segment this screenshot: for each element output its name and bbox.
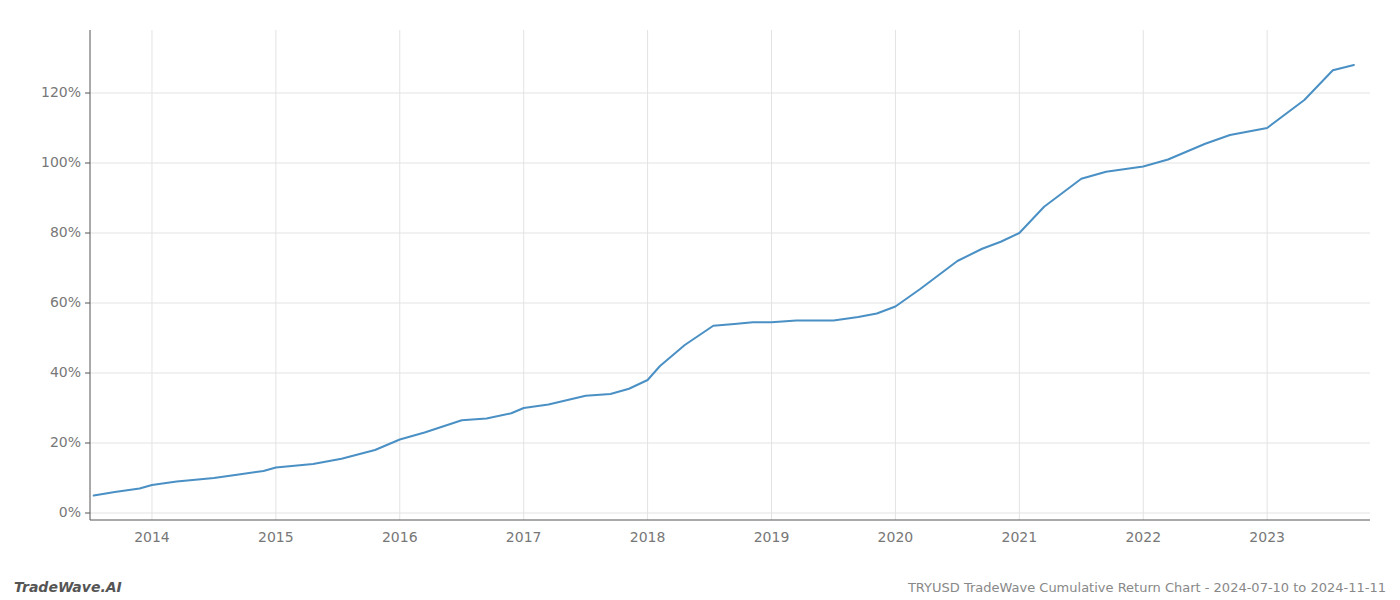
y-tick-label: 60% bbox=[50, 294, 81, 310]
grid-line-x bbox=[151, 30, 152, 520]
grid bbox=[90, 30, 1370, 520]
background bbox=[0, 0, 1400, 600]
grid-line-y bbox=[90, 373, 1370, 374]
grid-line-y bbox=[90, 303, 1370, 304]
x-tick-label: 2017 bbox=[506, 529, 542, 545]
grid-line-y bbox=[90, 163, 1370, 164]
watermark: TradeWave.AI bbox=[14, 579, 122, 595]
y-tick-label: 0% bbox=[59, 504, 81, 520]
y-tick bbox=[85, 93, 90, 94]
grid-line-x bbox=[647, 30, 648, 520]
grid-line-x bbox=[1019, 30, 1020, 520]
y-tick-label: 100% bbox=[41, 154, 81, 170]
y-tick bbox=[85, 513, 90, 514]
y-tick-label: 20% bbox=[50, 434, 81, 450]
line bbox=[94, 65, 1354, 496]
grid-line-x bbox=[275, 30, 276, 520]
x-tick-label: 2021 bbox=[1002, 529, 1038, 545]
axes: 0% 20% 40% 60% 80% 100% 120% 2014 2015 2016 2017 20… bbox=[41, 30, 1370, 545]
title: TRYUSD TradeWave Cumulative Return Chart… bbox=[907, 580, 1386, 595]
x-tick-label: 2020 bbox=[878, 529, 914, 545]
x-tick-label: 2019 bbox=[754, 529, 790, 545]
y-tick bbox=[85, 373, 90, 374]
y-tick-label: 80% bbox=[50, 224, 81, 240]
x-tick-label: 2023 bbox=[1249, 529, 1285, 545]
y-tick bbox=[85, 233, 90, 234]
y-tick-label: 120% bbox=[41, 84, 81, 100]
x-tick-label: 2014 bbox=[134, 529, 170, 545]
x-tick-label: 2018 bbox=[630, 529, 666, 545]
y-tick bbox=[85, 303, 90, 304]
grid-line-x bbox=[399, 30, 400, 520]
x-tick-label: 2022 bbox=[1125, 529, 1161, 545]
grid-line-x bbox=[1267, 30, 1268, 520]
grid-line-y bbox=[90, 93, 1370, 94]
y-tick-label: 40% bbox=[50, 364, 81, 380]
chart: 0% 20% 40% 60% 80% 100% 120% 2014 2015 2016 2017 20… bbox=[0, 0, 1400, 600]
grid-line-x bbox=[895, 30, 896, 520]
y-axis-line bbox=[90, 30, 91, 520]
y-tick bbox=[85, 163, 90, 164]
x-axis-line bbox=[90, 520, 1370, 521]
x-tick-label: 2015 bbox=[258, 529, 294, 545]
plot-area bbox=[94, 65, 1354, 496]
grid-line-y bbox=[90, 513, 1370, 514]
y-tick bbox=[85, 443, 90, 444]
grid-line-x bbox=[1143, 30, 1144, 520]
grid-line-x bbox=[771, 30, 772, 520]
texts: TradeWave.AI TRYUSD TradeWave Cumulative … bbox=[14, 579, 1386, 595]
grid-line-y bbox=[90, 233, 1370, 234]
page: {"chart_data": {"type": "line", "title":… bbox=[0, 0, 1400, 600]
grid-line-y bbox=[90, 443, 1370, 444]
grid-line-x bbox=[523, 30, 524, 520]
x-tick-label: 2016 bbox=[382, 529, 418, 545]
